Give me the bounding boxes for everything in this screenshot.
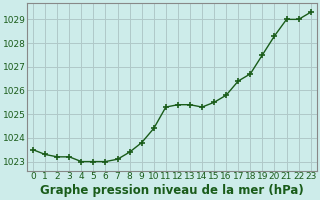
X-axis label: Graphe pression niveau de la mer (hPa): Graphe pression niveau de la mer (hPa): [40, 184, 304, 197]
